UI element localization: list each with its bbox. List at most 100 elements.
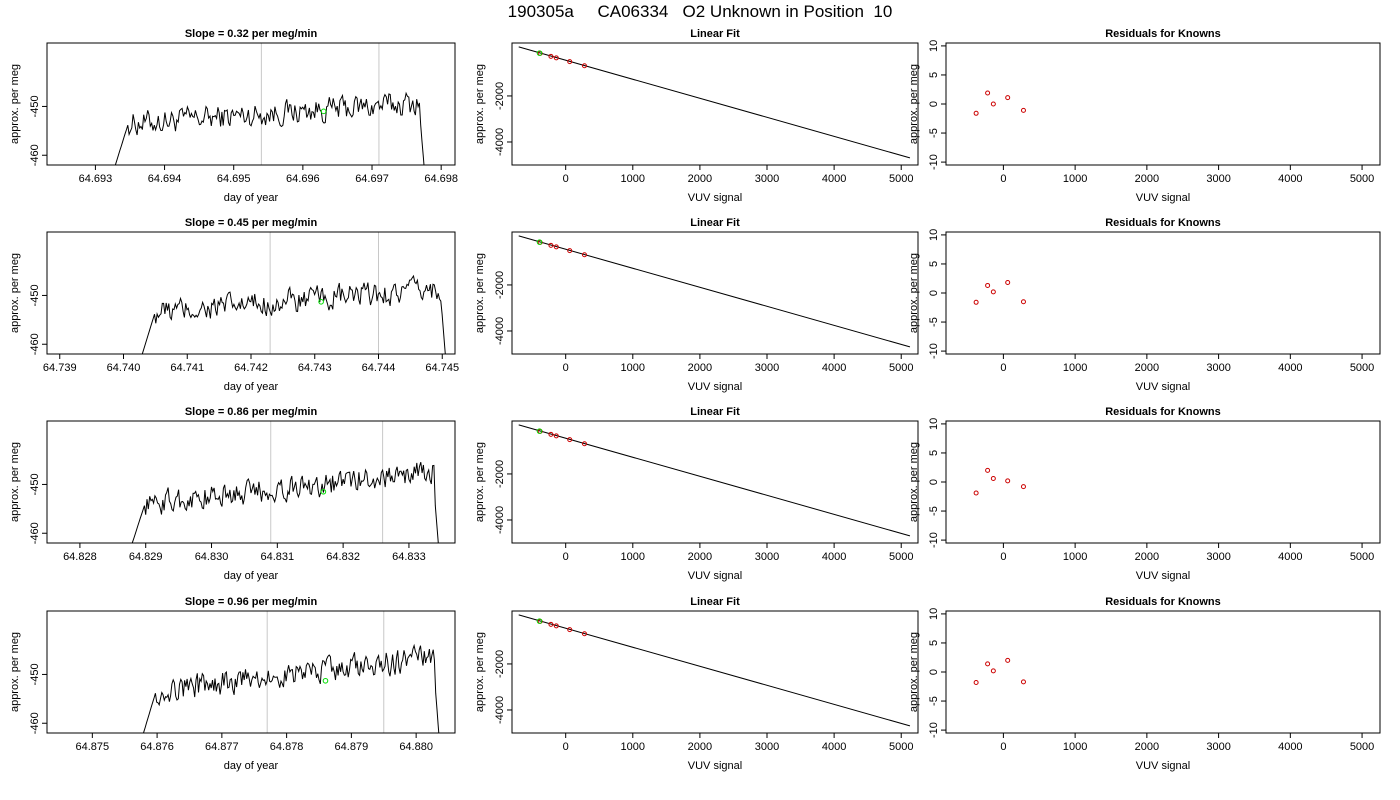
signal-trace: [141, 274, 446, 354]
y-tick-label: -10: [928, 722, 940, 738]
x-tick-label: 3000: [1206, 362, 1230, 374]
residual-point: [1005, 95, 1011, 101]
x-tick-label: 2000: [688, 551, 712, 563]
x-tick-label: 64.828: [63, 551, 97, 563]
unknown-marker: [320, 488, 327, 495]
x-tick-label: 1000: [621, 362, 645, 374]
y-axis-label: approx. per meg: [474, 64, 486, 144]
known-point: [567, 437, 573, 443]
x-tick-label: 0: [1000, 551, 1006, 563]
panel-title: Slope = 0.45 per meg/min: [185, 217, 318, 229]
y-tick-label: -10: [928, 154, 940, 170]
plot-frame: [945, 610, 1381, 734]
x-tick-label: 2000: [1135, 362, 1159, 374]
y-axis-label: approx. per meg: [474, 632, 486, 712]
x-tick-label: 5000: [1350, 741, 1374, 753]
plot-frame: [46, 420, 456, 544]
y-tick-label: 10: [928, 40, 940, 52]
y-tick-label: -2000: [494, 650, 506, 678]
x-tick-label: 5000: [889, 173, 913, 185]
x-tick-label: 64.830: [195, 551, 229, 563]
panel-title: Linear Fit: [690, 596, 740, 608]
x-tick-label: 64.876: [140, 741, 174, 753]
x-axis-label: VUV signal: [1136, 760, 1190, 772]
panel-timeseries-row3: Slope = 0.86 per meg/min 64.828 64.829 64.8…: [9, 406, 456, 582]
x-axis-label: VUV signal: [688, 192, 742, 204]
x-tick-label: 64.740: [107, 362, 141, 374]
plot-frame: [945, 42, 1381, 166]
known-point: [553, 623, 559, 629]
x-tick-label: 64.745: [425, 362, 459, 374]
plot-area: [141, 232, 446, 354]
x-tick-label: 5000: [889, 741, 913, 753]
panel-title: Slope = 0.96 per meg/min: [185, 596, 318, 608]
x-tick-label: 64.831: [260, 551, 294, 563]
fit-line: [518, 614, 911, 727]
panel-linear_fit-row2: Linear Fit 0 1000 2000 3000 4000 5000 -4000 -200…: [474, 217, 919, 393]
panel-residuals-row1: Residuals for Knowns 0 1000 2000 3000 4000 500…: [908, 28, 1381, 204]
plot-area: [131, 421, 439, 543]
y-tick-label: 10: [928, 229, 940, 241]
panel-title: Linear Fit: [690, 406, 740, 418]
x-tick-label: 0: [563, 362, 569, 374]
x-tick-label: 0: [563, 551, 569, 563]
x-tick-label: 0: [563, 173, 569, 185]
x-tick-label: 64.829: [129, 551, 163, 563]
known-point: [548, 53, 554, 59]
unknown-point: [536, 618, 543, 624]
plot-frame: [511, 610, 919, 734]
panel-timeseries-row2: Slope = 0.45 per meg/min 64.739 64.740 64.7…: [9, 217, 459, 393]
y-tick-label: -5: [928, 696, 940, 706]
plot-area: [973, 657, 1026, 685]
panel-residuals-row4: Residuals for Knowns 0 1000 2000 3000 4000 500…: [908, 596, 1381, 772]
fit-line: [518, 235, 911, 348]
y-tick-label: -460: [29, 522, 41, 544]
x-tick-label: 64.832: [326, 551, 360, 563]
x-tick-label: 4000: [822, 173, 846, 185]
x-tick-label: 0: [1000, 362, 1006, 374]
panel-title: Residuals for Knowns: [1105, 28, 1221, 40]
y-tick-label: 5: [928, 261, 940, 267]
y-tick-label: 0: [928, 669, 940, 675]
y-tick-label: -4000: [494, 128, 506, 156]
x-axis-label: day of year: [224, 570, 279, 582]
panel-title: Residuals for Knowns: [1105, 406, 1221, 418]
x-tick-label: 1000: [621, 551, 645, 563]
figure-title: 190305a CA06334 O2 Unknown in Position 1…: [507, 2, 893, 21]
x-tick-label: 64.698: [424, 173, 458, 185]
known-point: [553, 55, 559, 61]
x-axis-label: day of year: [224, 192, 279, 204]
panel-linear_fit-row1: Linear Fit 0 1000 2000 3000 4000 5000 -4000 -200…: [474, 28, 919, 204]
y-tick-label: -4000: [494, 696, 506, 724]
x-tick-label: 1000: [1063, 741, 1087, 753]
signal-trace: [142, 643, 440, 733]
panel-timeseries-row4: Slope = 0.96 per meg/min 64.875 64.876 64.8…: [9, 596, 456, 772]
y-tick-label: -450: [29, 95, 41, 117]
plot-area: [973, 90, 1026, 116]
y-tick-label: -5: [928, 317, 940, 327]
panel-linear_fit-row4: Linear Fit 0 1000 2000 3000 4000 5000 -4000 -200…: [474, 596, 919, 772]
known-point: [567, 59, 573, 65]
plot-area: [518, 235, 911, 348]
known-point: [553, 244, 559, 250]
y-tick-label: -5: [928, 506, 940, 516]
x-tick-label: 2000: [1135, 741, 1159, 753]
panel-residuals-row3: Residuals for Knowns 0 1000 2000 3000 4000 500…: [908, 406, 1381, 582]
x-tick-label: 64.743: [298, 362, 332, 374]
x-tick-label: 4000: [1278, 741, 1302, 753]
panel-title: Slope = 0.32 per meg/min: [185, 28, 318, 40]
x-tick-label: 64.880: [399, 741, 433, 753]
plot-frame: [511, 231, 919, 355]
residual-point: [985, 467, 991, 473]
x-tick-label: 64.741: [170, 362, 204, 374]
y-tick-label: 0: [928, 101, 940, 107]
y-axis-label: approx. per meg: [9, 442, 21, 522]
x-tick-label: 64.739: [43, 362, 77, 374]
y-axis-label: approx. per meg: [9, 64, 21, 144]
plot-frame: [945, 231, 1381, 355]
plot-area: [114, 43, 425, 165]
residual-point: [985, 661, 991, 667]
plot-frame: [945, 420, 1381, 544]
plot-area: [973, 467, 1026, 496]
residual-point: [973, 679, 979, 685]
